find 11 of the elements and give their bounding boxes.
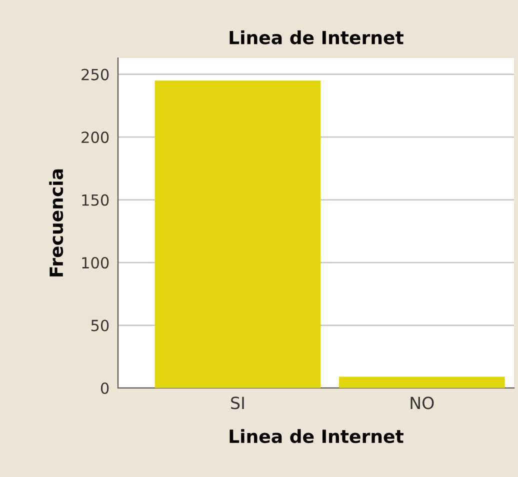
y-tick-label: 50 bbox=[91, 320, 109, 332]
y-tick-label: 100 bbox=[82, 256, 109, 269]
y-tick-label: 150 bbox=[82, 194, 109, 206]
y-axis-title: Frecuencia bbox=[49, 169, 64, 276]
y-tick-label: 250 bbox=[82, 68, 109, 80]
y-tick-label: 200 bbox=[82, 132, 109, 144]
x-tick-label: SI bbox=[231, 396, 244, 410]
chart-title: Linea de Internet bbox=[230, 30, 404, 44]
x-tick-label: NO bbox=[410, 396, 434, 410]
x-axis-title: Linea de Internet bbox=[230, 429, 404, 444]
y-tick-label: 0 bbox=[100, 382, 109, 394]
